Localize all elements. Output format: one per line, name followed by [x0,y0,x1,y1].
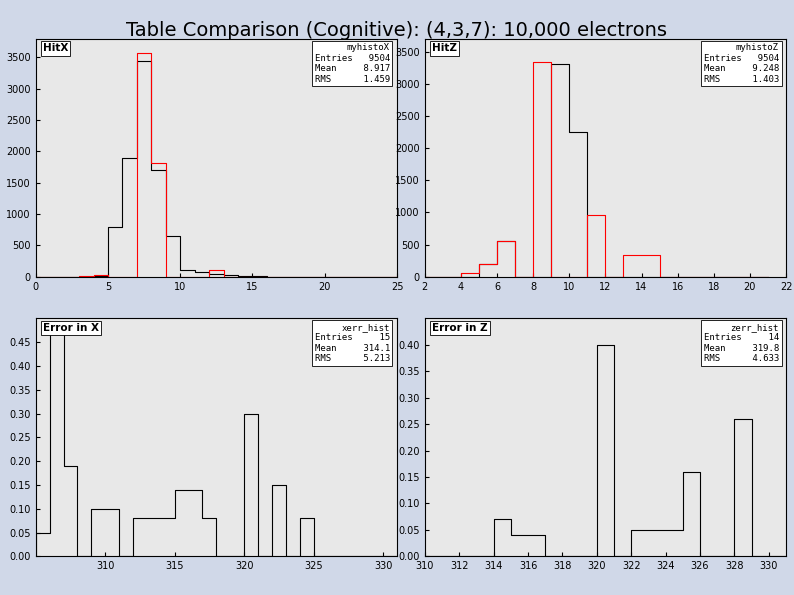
Text: HitZ: HitZ [432,43,457,54]
Text: myhistoZ
Entries   9504
Mean     9.248
RMS      1.403: myhistoZ Entries 9504 Mean 9.248 RMS 1.4… [703,43,779,84]
Text: Error in Z: Error in Z [432,323,488,333]
Text: Error in X: Error in X [43,323,99,333]
Text: HitX: HitX [43,43,68,54]
Text: Table Comparison (Cognitive): (4,3,7): 10,000 electrons: Table Comparison (Cognitive): (4,3,7): 1… [126,21,668,40]
Text: zerr_hist
Entries     14
Mean     319.8
RMS      4.633: zerr_hist Entries 14 Mean 319.8 RMS 4.63… [703,323,779,364]
Text: xerr_hist
Entries     15
Mean     314.1
RMS      5.213: xerr_hist Entries 15 Mean 314.1 RMS 5.21… [314,323,390,364]
Text: myhistoX
Entries   9504
Mean     8.917
RMS      1.459: myhistoX Entries 9504 Mean 8.917 RMS 1.4… [314,43,390,84]
